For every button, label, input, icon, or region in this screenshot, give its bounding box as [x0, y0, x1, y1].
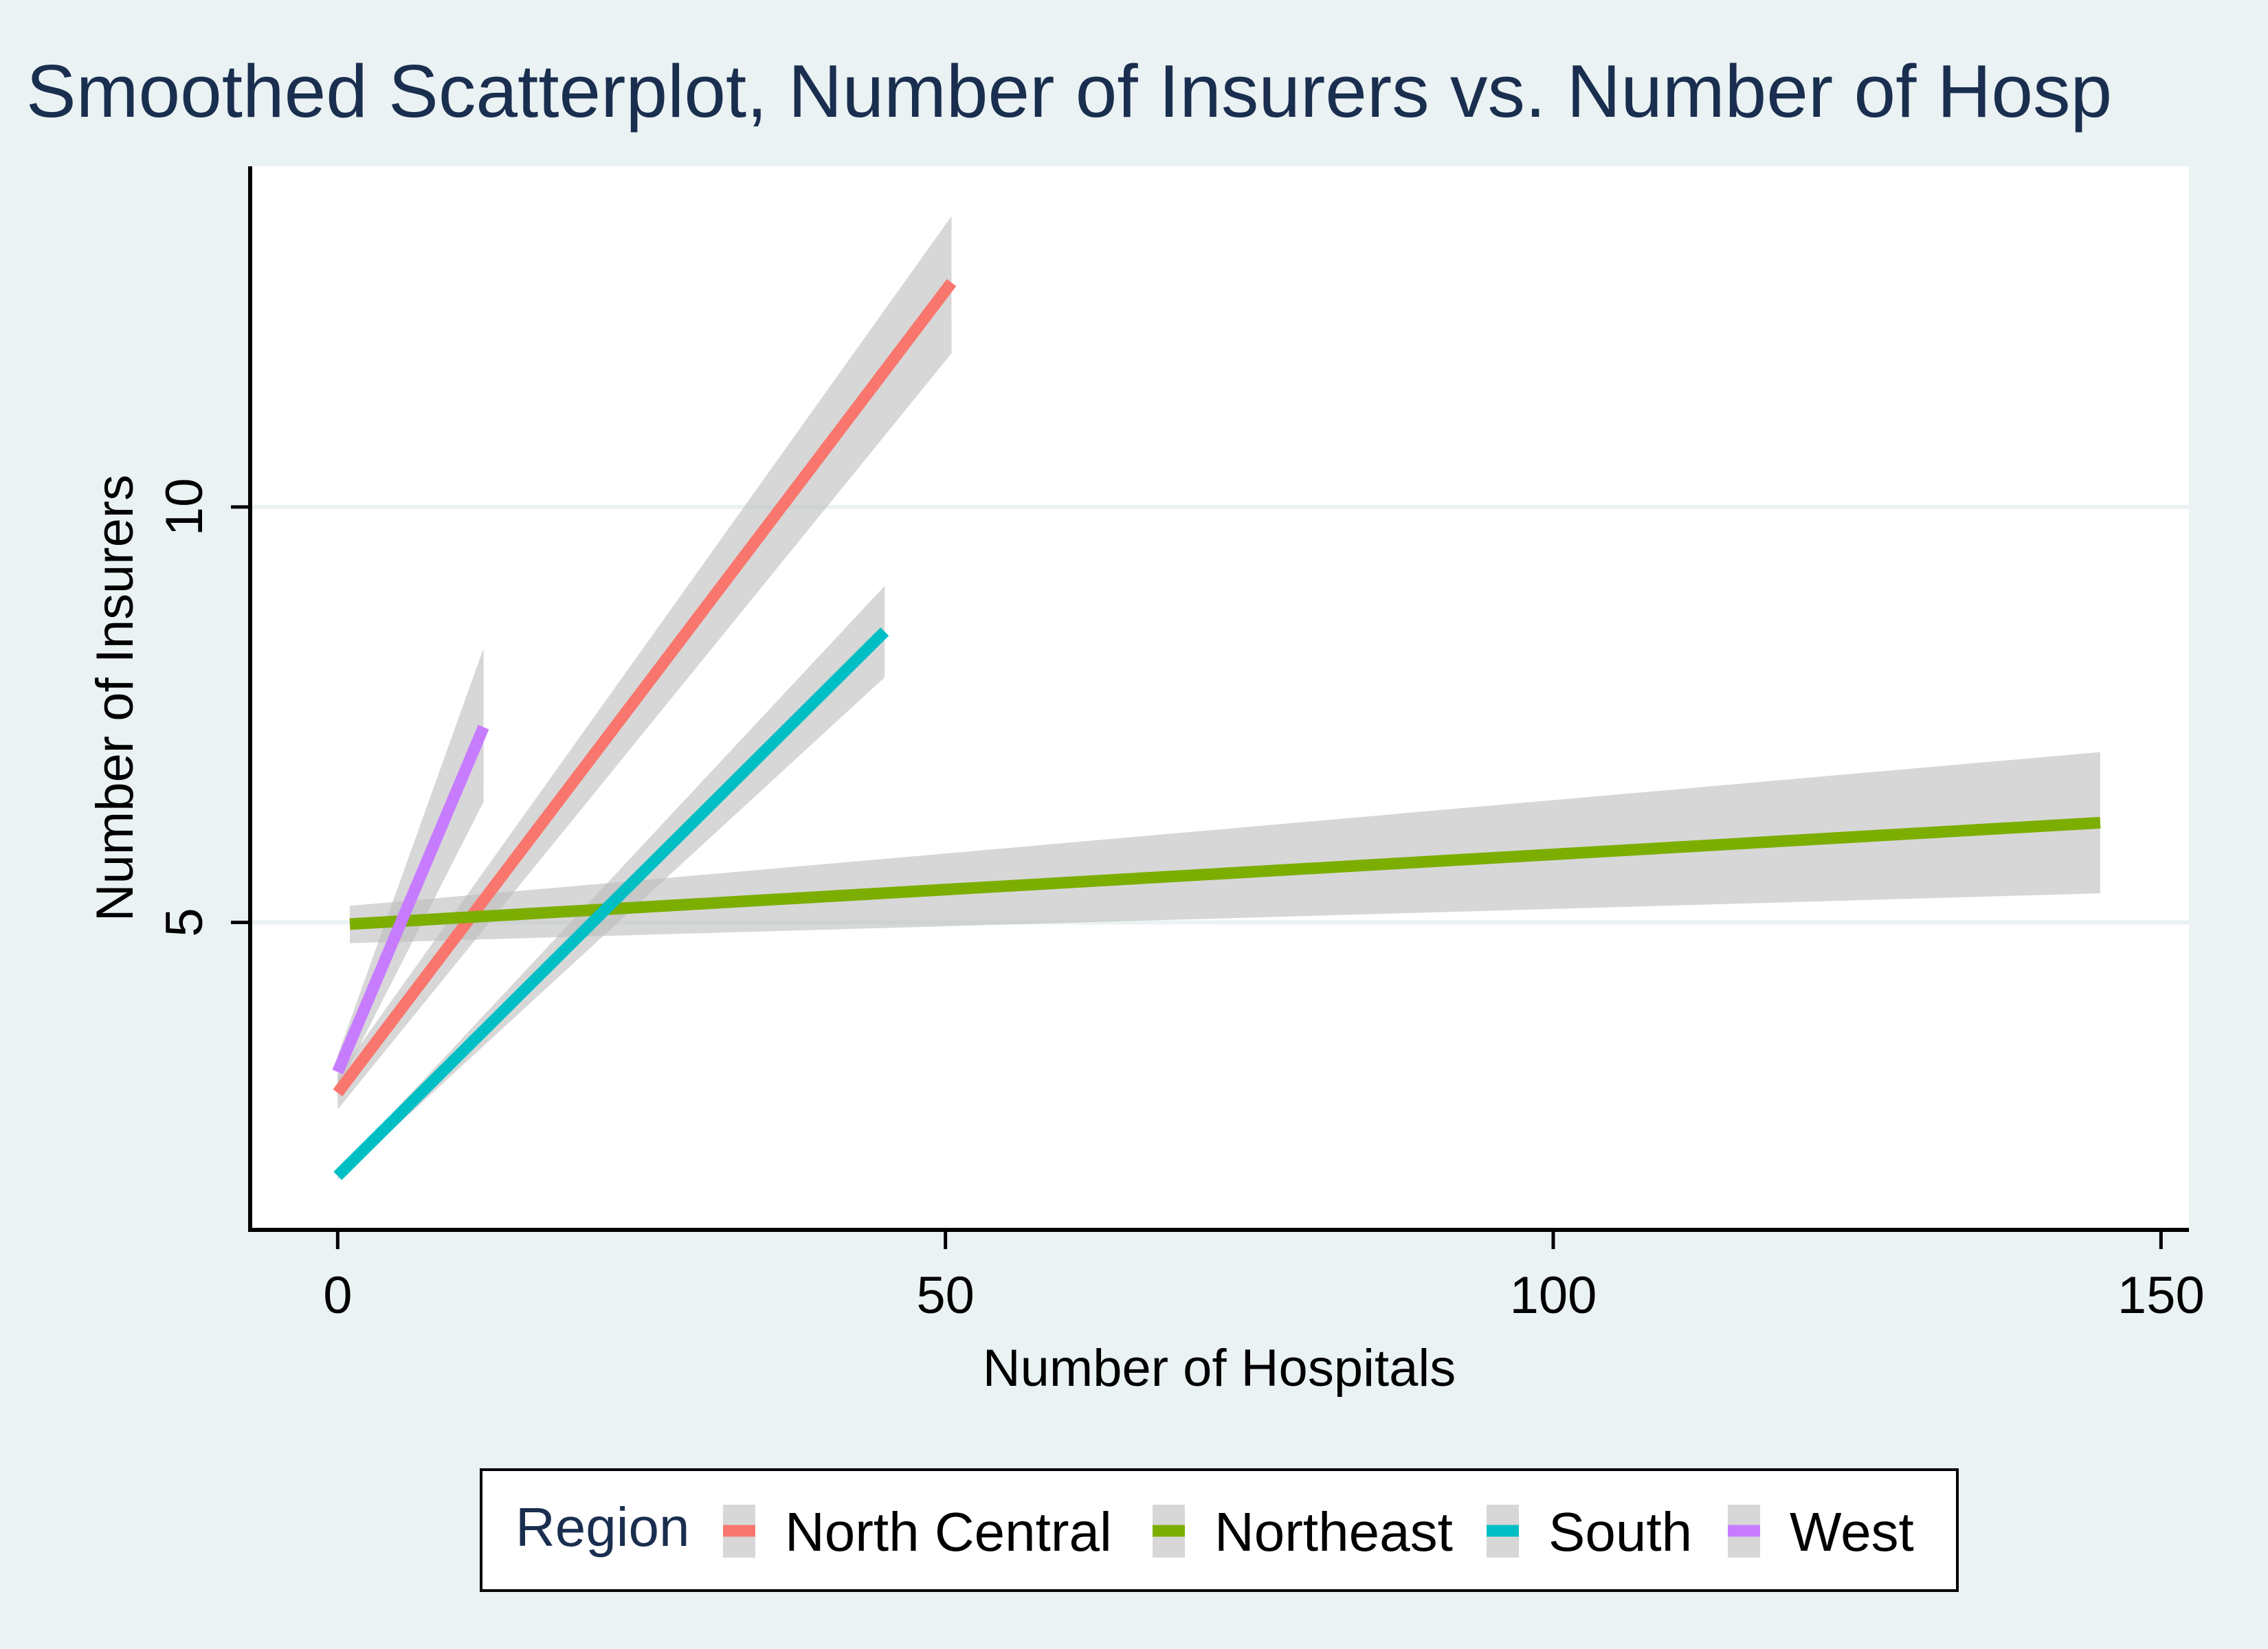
series-line-3 [332, 725, 489, 1075]
legend-items: North Central Northeast South West [723, 1501, 1914, 1562]
y-tick-label-5: 5 [155, 908, 214, 936]
legend-title: Region [515, 1496, 690, 1558]
legend-label-2: South [1548, 1501, 1692, 1562]
y-axis-label: Number of Insurers [86, 475, 144, 921]
x-tick-label-50: 50 [916, 1266, 975, 1325]
legend-label-0: North Central [785, 1501, 1112, 1562]
legend-label-3: West [1790, 1501, 1914, 1562]
y-axis-ticks: 5 10 [155, 478, 250, 937]
ci-band-2 [337, 585, 885, 1180]
x-tick-label-0: 0 [323, 1266, 352, 1325]
chart-title: Smoothed Scatterplot, Number of Insurers… [26, 49, 2112, 133]
series-line-0 [333, 279, 957, 1097]
x-axis-ticks: 0 50 100 150 [323, 1230, 2205, 1325]
legend-label-1: Northeast [1214, 1501, 1453, 1562]
legend: Region North Central Northeast South West [480, 1468, 1959, 1592]
x-tick-label-100: 100 [1510, 1266, 1597, 1325]
x-axis-label: Number of Hospitals [983, 1339, 1456, 1398]
series-line-2 [333, 627, 889, 1180]
plot-area [250, 166, 2189, 1230]
series-line-1 [349, 816, 2101, 930]
y-tick-label-10: 10 [155, 478, 214, 537]
x-tick-label-150: 150 [2117, 1266, 2205, 1325]
fitted-lines [332, 279, 2101, 1180]
